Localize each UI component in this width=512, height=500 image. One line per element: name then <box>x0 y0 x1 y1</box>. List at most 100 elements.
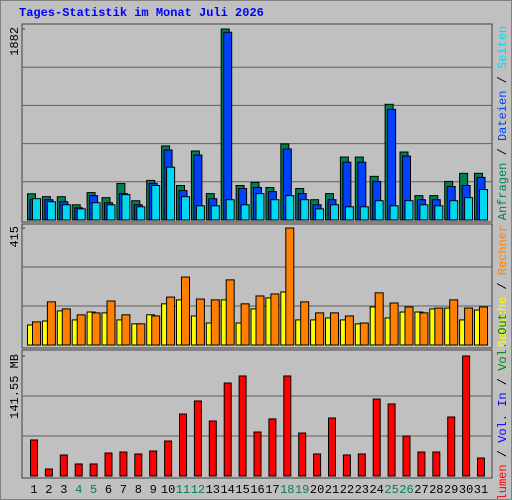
y-tick-label: 141.55 MB <box>8 354 22 419</box>
x-tick-label: 8 <box>135 483 142 497</box>
bar <box>432 451 441 477</box>
bar <box>46 301 56 346</box>
bar <box>76 208 86 221</box>
x-tick-label: 10 <box>161 483 175 497</box>
bar <box>285 227 295 346</box>
bar <box>121 314 131 346</box>
bar <box>151 315 161 346</box>
bar <box>46 201 56 221</box>
bar <box>464 307 474 346</box>
bar <box>387 108 397 221</box>
bar <box>462 355 471 477</box>
bar <box>104 452 113 477</box>
bar <box>449 299 459 346</box>
bar <box>225 279 235 346</box>
bar <box>225 199 235 221</box>
bar <box>313 453 322 477</box>
x-tick-label: 9 <box>150 483 157 497</box>
legend: Volumen / Vol. In / Vol. Out <box>496 313 510 500</box>
bar <box>402 435 411 477</box>
bar <box>344 315 354 346</box>
bar <box>44 468 53 477</box>
legend-separator: / <box>496 69 510 91</box>
bar <box>419 312 429 346</box>
legend: Anfragen / Dateien / Seiten <box>496 26 510 220</box>
x-tick-label: 14 <box>220 483 234 497</box>
bar <box>32 321 41 346</box>
y-tick-label: 1882 <box>8 27 22 56</box>
bar <box>61 204 71 221</box>
bar <box>253 431 262 477</box>
bar <box>419 204 429 221</box>
bar <box>447 416 456 477</box>
bar <box>344 206 354 221</box>
bar <box>166 166 176 221</box>
bar <box>210 299 220 346</box>
bar <box>89 463 98 477</box>
x-tick-label: 15 <box>235 483 249 497</box>
bar <box>166 296 176 346</box>
bar <box>193 400 202 477</box>
bar <box>181 276 190 346</box>
bar <box>106 204 116 221</box>
x-tick-label: 21 <box>325 483 339 497</box>
x-tick-label: 6 <box>105 483 112 497</box>
bar <box>30 439 38 477</box>
bar <box>389 302 399 346</box>
bar <box>387 403 396 477</box>
x-tick-label: 18 <box>280 483 294 497</box>
bar <box>389 205 399 221</box>
bar <box>404 306 414 346</box>
legend-separator: / <box>496 141 510 163</box>
bar <box>255 193 265 221</box>
bar <box>372 398 381 477</box>
legend-separator: / <box>496 275 510 297</box>
legend-separator: / <box>496 443 510 465</box>
bar <box>74 463 83 477</box>
bar <box>359 206 369 221</box>
bar <box>449 200 459 221</box>
bar <box>300 199 310 221</box>
x-tick-label: 27 <box>414 483 428 497</box>
bar <box>195 205 205 221</box>
bar <box>32 198 41 221</box>
x-tick-label: 22 <box>340 483 354 497</box>
x-tick-label: 12 <box>191 483 205 497</box>
bar <box>417 451 426 477</box>
bar <box>434 205 444 221</box>
bar <box>434 307 444 346</box>
x-tick-label: 13 <box>206 483 220 497</box>
bar <box>238 375 247 477</box>
x-tick-label: 28 <box>429 483 443 497</box>
bar <box>374 292 384 346</box>
bar <box>255 295 265 346</box>
bar <box>479 306 488 346</box>
legend-separator: / <box>496 371 510 393</box>
bar <box>285 195 295 221</box>
x-tick-label: 26 <box>399 483 413 497</box>
bar <box>240 303 250 346</box>
y-tick-label: 415 <box>8 226 22 248</box>
bar <box>357 453 366 477</box>
bar <box>298 432 307 477</box>
bar <box>300 301 310 346</box>
x-tick-label: 25 <box>384 483 398 497</box>
x-tick-label: 30 <box>459 483 473 497</box>
bar <box>270 199 280 221</box>
bar <box>179 413 187 477</box>
bar <box>477 457 485 477</box>
legend-entry: Volumen <box>496 464 510 500</box>
x-tick-label: 24 <box>369 483 383 497</box>
bar <box>328 417 336 477</box>
x-tick-label: 17 <box>265 483 279 497</box>
x-tick-label: 19 <box>295 483 309 497</box>
legend-entry: Rechner <box>496 225 510 275</box>
bar <box>91 202 101 221</box>
bar <box>268 418 277 477</box>
legend-entry: Dateien <box>496 91 510 141</box>
legend-entry: Seiten <box>496 26 510 69</box>
bar <box>359 322 369 346</box>
bar <box>151 184 161 221</box>
